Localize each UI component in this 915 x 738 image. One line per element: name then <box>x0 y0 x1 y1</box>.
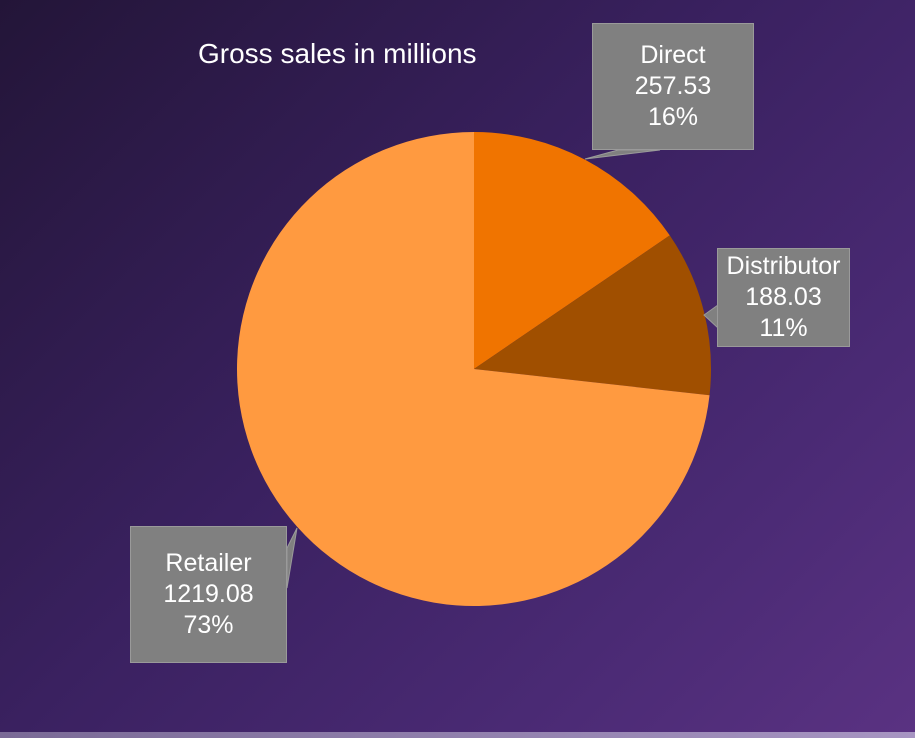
slice-value-distributor: 188.03 <box>745 283 822 311</box>
callout-distributor: Distributor 188.03 11% <box>717 248 850 347</box>
chart-title: Gross sales in millions <box>198 38 477 69</box>
callout-retailer: Retailer 1219.08 73% <box>130 526 287 663</box>
callout-direct: Direct 257.53 16% <box>592 23 754 150</box>
slice-percent-direct: 16% <box>647 103 699 131</box>
pie-slice-retailer <box>236 132 710 606</box>
slice-percent-retailer: 73% <box>183 611 234 639</box>
slice-value-direct: 257.53 <box>634 72 712 100</box>
slice-value-retailer: 1219.08 <box>163 580 254 608</box>
bottom-accent-strip <box>0 732 915 738</box>
slice-label-distributor: Distributor <box>726 252 841 280</box>
slice-label-retailer: Retailer <box>165 549 252 577</box>
callout-pointer-retailer <box>286 527 298 589</box>
pie-slice-distributor <box>474 235 711 396</box>
callout-pointer-direct <box>584 149 661 160</box>
slice-percent-distributor: 11% <box>759 314 808 342</box>
pie-slice-direct <box>474 132 670 369</box>
slice-label-direct: Direct <box>640 41 706 69</box>
